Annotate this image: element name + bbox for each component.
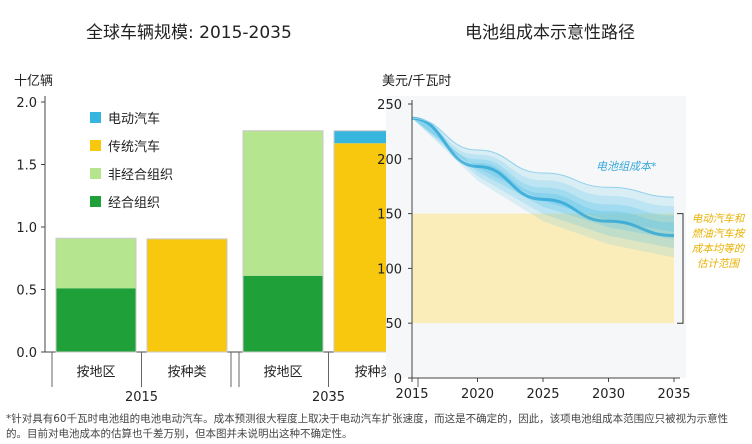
right-y-tick-label: 50 (385, 317, 402, 332)
right-x-tick-label: 2015 (395, 387, 428, 402)
bar-outline (146, 238, 228, 353)
right-y-tick-label: 200 (377, 153, 402, 168)
bar-outline (242, 130, 324, 353)
right-x-tick-label: 2030 (592, 387, 625, 402)
right-x-tick-label: 2020 (461, 387, 494, 402)
right-y-tick-label: 150 (377, 208, 402, 223)
left-y-tick-label: 1.0 (16, 221, 37, 236)
legend-label: 传统汽车 (108, 139, 160, 155)
right-x-tick-label: 2025 (526, 387, 559, 402)
right-chart-title: 电池组成本示意性路径 (465, 23, 635, 43)
cost-central-line (411, 116, 675, 238)
parity-bracket (677, 213, 684, 324)
right-y-tick-label: 250 (377, 98, 402, 113)
group-year-label: 2035 (312, 390, 345, 405)
bar-category-label: 按地区 (76, 365, 115, 380)
bar-outline (55, 237, 137, 353)
bar-segment (243, 275, 323, 352)
left-y-tick-label: 0.0 (16, 346, 37, 361)
bar-segment (243, 130, 323, 276)
right-x-tick-label: 2035 (657, 387, 690, 402)
legend-label: 电动汽车 (108, 111, 160, 127)
bar-category-label: 按地区 (263, 365, 302, 380)
bar-segment (147, 238, 227, 352)
cost-band-layer (412, 118, 674, 240)
footnote: *针对具有60千瓦时电池组的电池电动汽车。成本预测很大程度上取决于电动汽车扩张速… (6, 413, 729, 440)
left-y-tick-label: 0.5 (16, 284, 37, 299)
cost-path-label: 电池组成本* (596, 160, 657, 173)
left-y-tick-label: 1.5 (16, 159, 37, 174)
legend-swatch (90, 112, 101, 123)
left-y-axis-label: 十亿辆 (14, 74, 54, 89)
right-y-tick-label: 0 (394, 372, 402, 387)
group-year-label: 2015 (125, 390, 158, 405)
right-y-tick-label: 100 (377, 262, 402, 277)
bar-category-label: 按种类 (354, 365, 393, 380)
cost-band-layer (412, 118, 674, 249)
legend-swatch (90, 140, 101, 151)
bar-segment (56, 288, 136, 352)
cost-upper-line (411, 117, 675, 198)
legend-label: 经合组织 (108, 196, 160, 211)
parity-band (412, 213, 674, 324)
parity-band-label: 电动汽车和燃油汽车按成本均等的估计范围 (692, 213, 746, 270)
bar-segment (56, 238, 136, 289)
bar-category-label: 按种类 (167, 365, 206, 380)
legend-swatch (90, 196, 101, 207)
left-chart-title: 全球车辆规模: 2015-2035 (86, 23, 292, 43)
legend-label: 非经合组织 (108, 168, 173, 183)
right-y-axis-label: 美元/千瓦时 (382, 74, 452, 89)
left-y-tick-label: 2.0 (16, 96, 37, 111)
cost-band-layer (412, 118, 674, 233)
legend-swatch (90, 168, 101, 179)
